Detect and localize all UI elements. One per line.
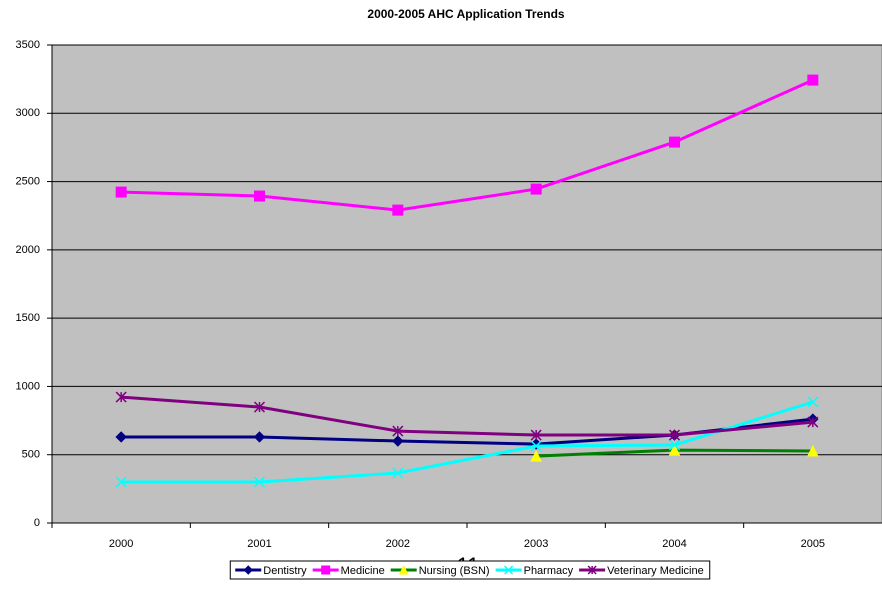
marker [530, 183, 542, 195]
marker [530, 429, 542, 441]
y-tick-label: 2000 [16, 244, 40, 256]
marker [530, 449, 542, 462]
marker [392, 425, 404, 437]
marker [392, 435, 404, 447]
marker [115, 431, 127, 443]
marker [668, 439, 681, 451]
marker [254, 190, 265, 202]
marker [321, 565, 331, 575]
y-tick-label: 1000 [16, 380, 40, 392]
marker [253, 431, 266, 443]
y-tick-label: 2500 [16, 175, 40, 187]
series-line [121, 78, 814, 212]
marker [807, 74, 819, 86]
marker [530, 440, 542, 452]
marker [669, 136, 680, 148]
chart-title: 2000-2005 AHC Application Trends [367, 7, 565, 21]
legend-label: Nursing (BSN) [419, 565, 490, 577]
y-tick-label: 3500 [16, 39, 40, 51]
y-tick-label: 3000 [16, 107, 40, 119]
marker [253, 401, 266, 413]
x-tick-label: 2003 [524, 538, 548, 550]
x-tick-label: 2001 [247, 538, 271, 550]
marker [243, 565, 253, 575]
marker [587, 565, 597, 575]
x-tick-label: 2002 [386, 538, 410, 550]
marker [253, 476, 266, 488]
marker [392, 204, 404, 216]
marker [668, 443, 681, 456]
legend-label: Dentistry [263, 565, 307, 577]
marker [392, 467, 404, 479]
y-tick-label: 1500 [16, 312, 40, 324]
x-tick-label: 2000 [109, 538, 133, 550]
marker [807, 444, 819, 457]
marker [807, 416, 819, 428]
y-tick-label: 0 [34, 517, 40, 529]
marker [807, 396, 819, 408]
marker [115, 186, 127, 198]
legend-box [229, 560, 711, 580]
legend-label: Medicine [341, 565, 385, 577]
series-line [121, 400, 814, 484]
legend-label: Veterinary Medicine [607, 565, 704, 577]
legend: Dentistry Medicine Nursing (BSN) Pharmacy Ve… [229, 560, 711, 580]
marker [115, 391, 127, 403]
legend-label: Pharmacy [524, 565, 574, 577]
marker [115, 476, 127, 488]
x-tick-label: 2004 [662, 538, 686, 550]
marker [668, 429, 681, 441]
marker [504, 565, 514, 575]
series-line [121, 395, 813, 437]
x-tick-label: 2005 [801, 538, 825, 550]
y-tick-label: 500 [22, 449, 40, 461]
marker [398, 564, 409, 575]
